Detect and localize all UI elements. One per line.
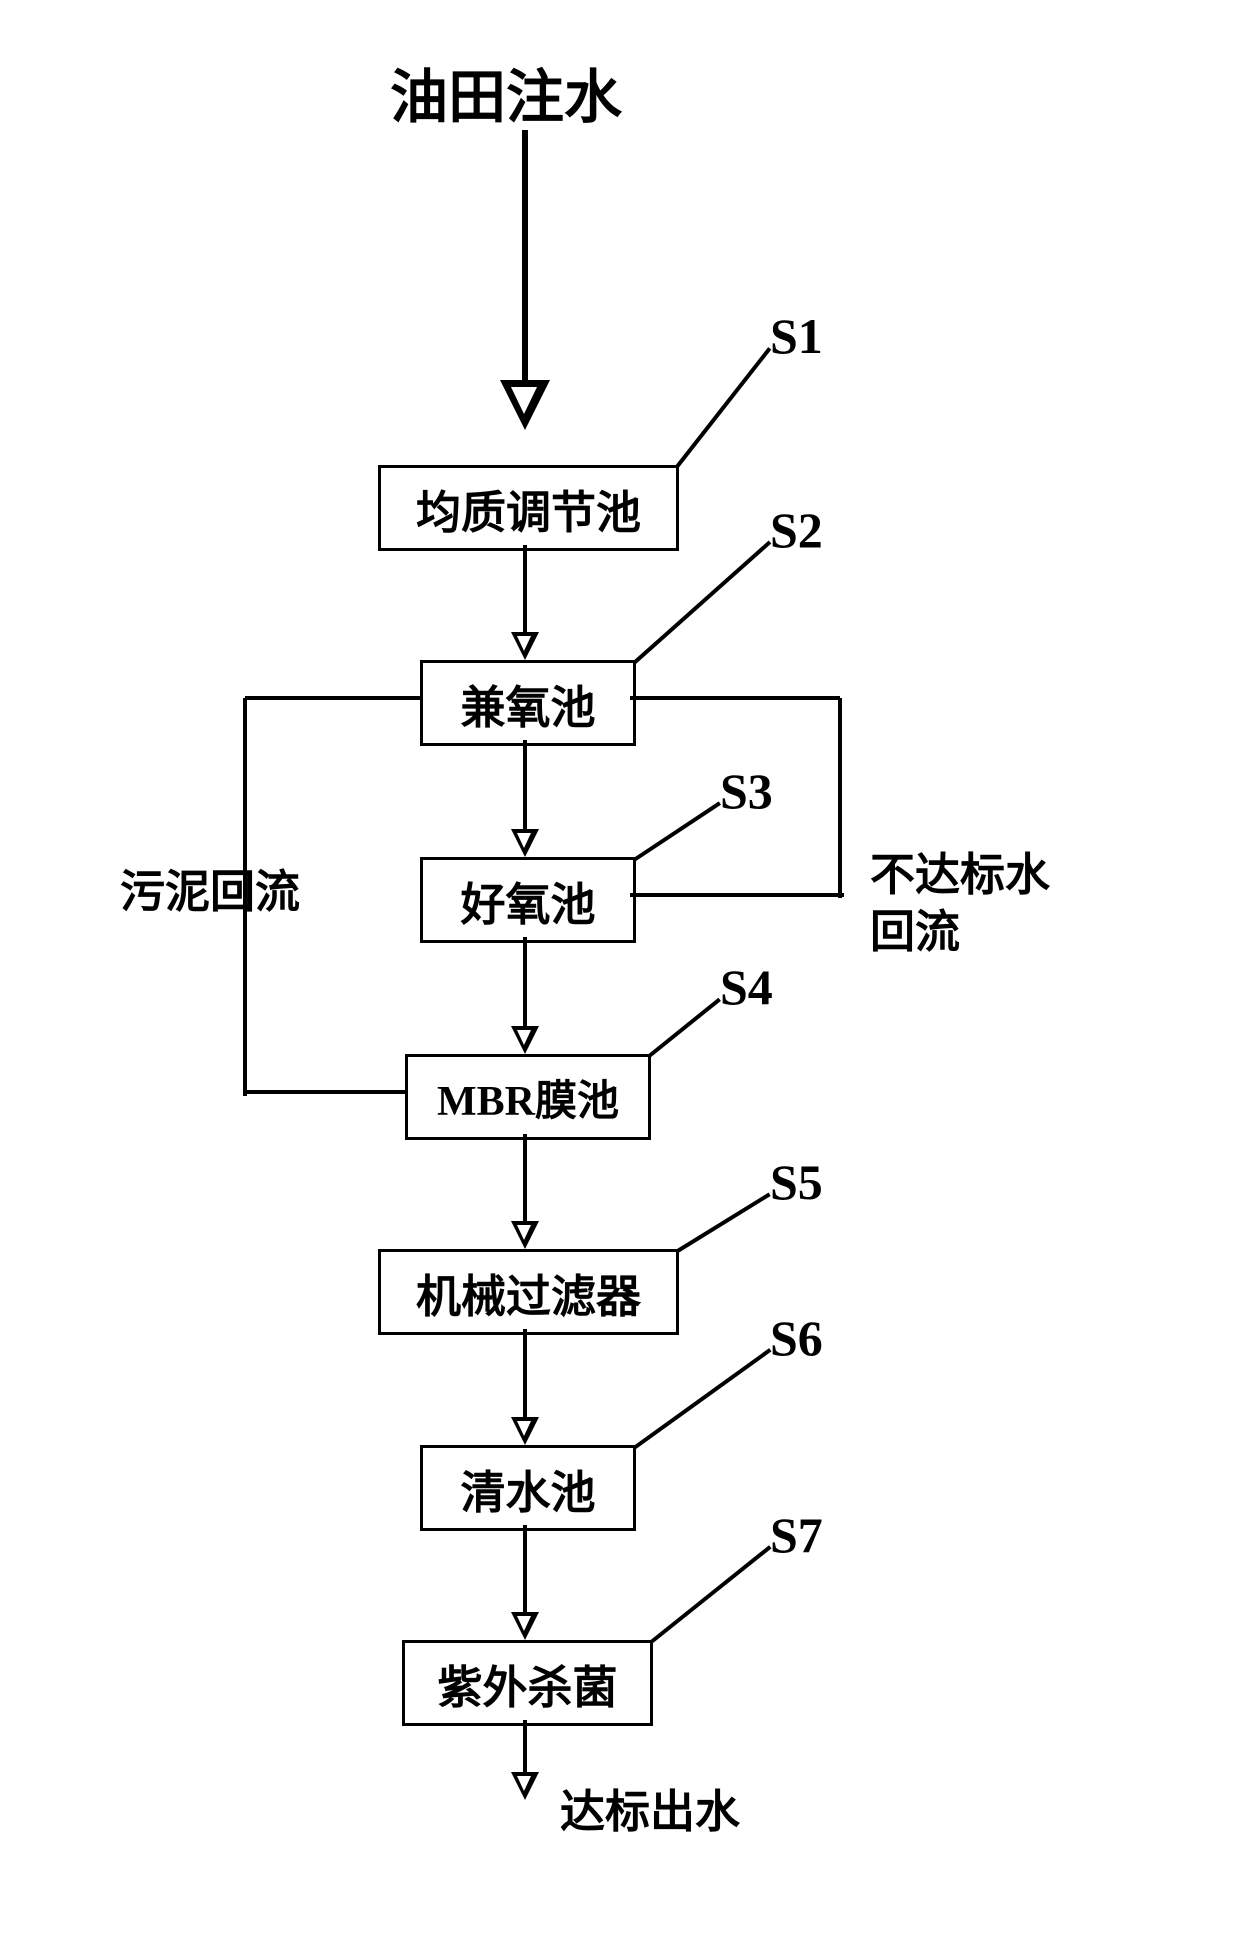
tag-S5: S5 bbox=[770, 1153, 823, 1211]
tag-S1: S1 bbox=[770, 307, 823, 365]
right-loop-label-1: 不达标水 bbox=[870, 838, 1050, 903]
tag-S6: S6 bbox=[770, 1309, 823, 1367]
flowchart-canvas: 油田注水均质调节池 S1 兼氧池 S2 好氧池 S3 MBR膜池 S4 机械过滤器 S5 清水池 S6… bbox=[0, 0, 1240, 1936]
node-S5: 机械过滤器 bbox=[378, 1249, 679, 1335]
node-S2: 兼氧池 bbox=[420, 660, 636, 746]
node-S3: 好氧池 bbox=[420, 857, 636, 943]
node-S7: 紫外杀菌 bbox=[402, 1640, 653, 1726]
output-label: 达标出水 bbox=[560, 1775, 740, 1840]
tag-S3: S3 bbox=[720, 762, 773, 820]
left-loop-label: 污泥回流 bbox=[120, 855, 300, 920]
title: 油田注水 bbox=[390, 50, 622, 134]
tag-S7: S7 bbox=[770, 1506, 823, 1564]
node-S4: MBR膜池 bbox=[405, 1054, 651, 1140]
right-loop-label-2: 回流 bbox=[870, 895, 960, 960]
node-S1: 均质调节池 bbox=[378, 465, 679, 551]
tag-S2: S2 bbox=[770, 501, 823, 559]
tag-S4: S4 bbox=[720, 958, 773, 1016]
node-S6: 清水池 bbox=[420, 1445, 636, 1531]
